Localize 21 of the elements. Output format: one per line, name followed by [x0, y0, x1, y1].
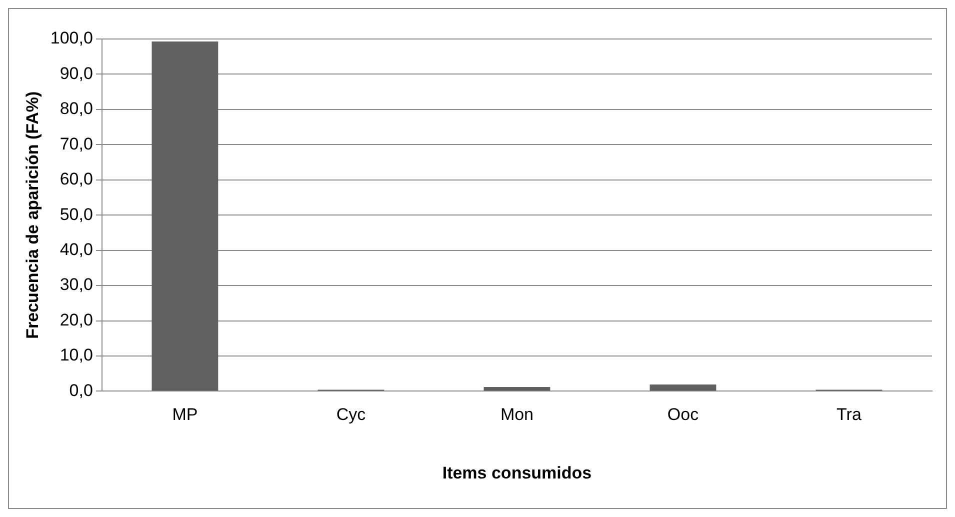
- x-axis-title: Items consumidos: [442, 463, 592, 482]
- bar: [484, 386, 550, 391]
- y-tick-label: 0,0: [69, 380, 93, 400]
- y-tick-label: 50,0: [60, 204, 93, 224]
- y-tick-label: 10,0: [60, 346, 93, 365]
- bar: [650, 384, 716, 391]
- x-tick-label: Tra: [836, 405, 862, 424]
- x-tick-label: Ooc: [667, 405, 700, 424]
- y-axis-title: Frecuencia de aparición (FA%): [22, 91, 42, 339]
- bar: [152, 41, 218, 391]
- y-tick-label: 20,0: [60, 310, 93, 330]
- y-tick-label: 30,0: [60, 275, 93, 294]
- y-tick-label: 100,0: [50, 28, 93, 48]
- x-tick-label: Mon: [500, 405, 534, 424]
- y-tick-label: 80,0: [60, 99, 93, 118]
- y-tick-label: 70,0: [60, 134, 93, 154]
- y-tick-label: 60,0: [60, 170, 93, 189]
- y-tick-label: 40,0: [60, 240, 93, 260]
- x-tick-label: MP: [172, 405, 198, 424]
- y-tick-label: 90,0: [60, 64, 93, 83]
- x-tick-label: Cyc: [336, 405, 366, 424]
